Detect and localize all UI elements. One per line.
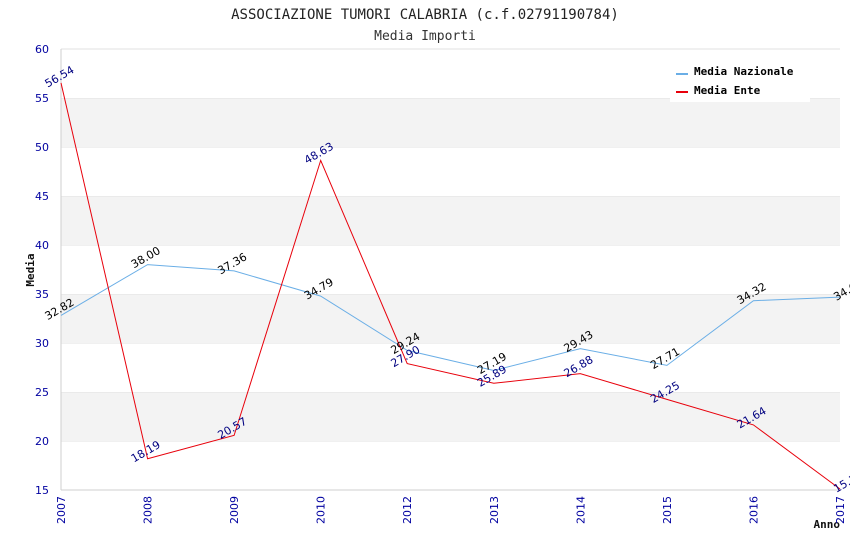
x-tick-labels: 2007 2008 2009 2010 2012 2013 2014 2015 2016 2017 bbox=[55, 496, 847, 524]
axes bbox=[60, 49, 840, 491]
y-tick-labels: 15 20 25 30 35 40 45 50 55 60 bbox=[35, 43, 49, 497]
x-tick-label: 2014 bbox=[574, 496, 587, 524]
grid-band bbox=[61, 147, 840, 196]
x-tick-label: 2017 bbox=[834, 496, 847, 524]
grid-band bbox=[61, 441, 840, 490]
series-lines bbox=[60, 82, 841, 490]
x-tick-label: 2013 bbox=[488, 496, 501, 524]
y-tick-label: 25 bbox=[35, 386, 49, 399]
grid-bands bbox=[61, 48, 840, 490]
x-tick-label: 2016 bbox=[747, 496, 760, 524]
y-tick-label: 45 bbox=[35, 190, 49, 203]
grid-band bbox=[61, 392, 840, 441]
x-tick-label: 2010 bbox=[315, 496, 328, 524]
legend-box bbox=[670, 60, 810, 102]
y-tick-label: 40 bbox=[35, 239, 49, 252]
chart-title: ASSOCIAZIONE TUMORI CALABRIA (c.f.027911… bbox=[231, 7, 619, 23]
grid-band bbox=[61, 343, 840, 392]
y-tick-label: 55 bbox=[35, 92, 49, 105]
y-tick-label: 20 bbox=[35, 435, 49, 448]
y-tick-label: 30 bbox=[35, 337, 49, 350]
grid-band bbox=[61, 98, 840, 147]
legend-label-media-ente: Media Ente bbox=[694, 84, 761, 97]
grid-band bbox=[61, 196, 840, 245]
y-tick-label: 60 bbox=[35, 43, 49, 56]
grid-band bbox=[61, 294, 840, 343]
series-line-media-nazionale bbox=[60, 264, 841, 372]
x-tick-label: 2007 bbox=[55, 496, 68, 524]
legend: Media Nazionale Media Ente bbox=[670, 60, 810, 102]
y-axis-title: Media bbox=[24, 253, 37, 286]
series-line-media-ente bbox=[60, 82, 841, 490]
x-tick-label: 2008 bbox=[142, 496, 155, 524]
grid-band bbox=[61, 245, 840, 294]
x-tick-label: 2009 bbox=[228, 496, 241, 524]
y-tick-label: 35 bbox=[35, 288, 49, 301]
y-tick-label: 50 bbox=[35, 141, 49, 154]
chart-subtitle: Media Importi bbox=[374, 29, 476, 44]
x-tick-label: 2015 bbox=[661, 496, 674, 524]
legend-label-media-nazionale: Media Nazionale bbox=[694, 65, 794, 78]
x-tick-label: 2012 bbox=[401, 496, 414, 524]
y-tick-label: 15 bbox=[35, 484, 49, 497]
x-axis-title: Anno bbox=[814, 518, 841, 531]
